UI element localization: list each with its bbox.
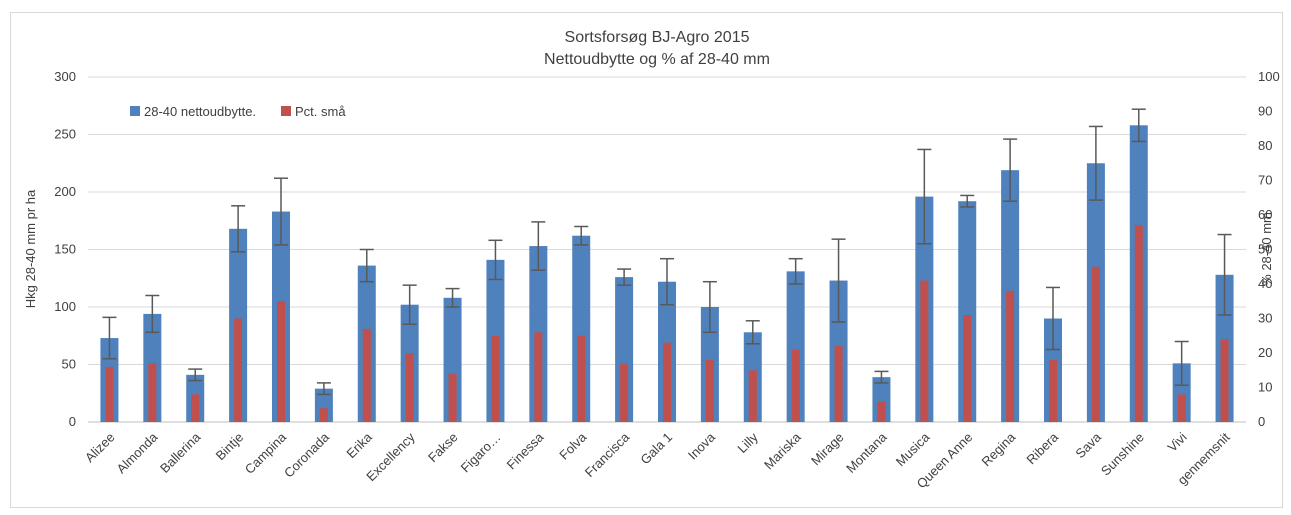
- x-tick-label: Mirage: [808, 430, 847, 469]
- y-tick-label-left: 300: [54, 69, 76, 84]
- bar-pct-smaa: [405, 353, 414, 422]
- x-tick-label: Vivi: [1165, 429, 1190, 454]
- x-tick-label: Musica: [893, 429, 933, 469]
- x-tick-label: Erika: [343, 429, 375, 461]
- bar-pct-smaa: [663, 342, 671, 422]
- bar-pct-smaa: [277, 301, 285, 422]
- x-tick-label: Montana: [843, 429, 890, 476]
- bar-pct-smaa: [105, 366, 114, 422]
- bar-pct-smaa: [148, 363, 157, 422]
- bar-pct-smaa: [448, 373, 457, 422]
- bar-pct-smaa: [577, 335, 586, 422]
- bar-pct-smaa: [534, 332, 543, 422]
- x-tick-label: Coronada: [281, 429, 333, 481]
- x-tick-label: Gala 1: [637, 430, 675, 468]
- x-tick-label: Folva: [556, 429, 590, 463]
- x-tick-label: Finessa: [504, 429, 547, 472]
- legend-swatch-series-1: [130, 106, 140, 116]
- bar-pct-smaa: [362, 328, 371, 422]
- x-tick-label: Bintje: [213, 430, 247, 464]
- y-tick-label-right: 60: [1258, 207, 1272, 222]
- legend-label-series-1: 28-40 nettoudbytte.: [144, 104, 256, 119]
- y-tick-label-right: 80: [1258, 138, 1272, 153]
- y-tick-label-left: 200: [54, 184, 76, 199]
- x-tick-label: Alizee: [82, 430, 118, 466]
- x-tick-label: Regina: [978, 429, 1018, 469]
- bar-pct-smaa: [1134, 225, 1143, 422]
- legend-swatch-series-2: [281, 106, 291, 116]
- y-tick-label-left: 150: [54, 242, 76, 257]
- y-tick-label-right: 30: [1258, 311, 1272, 326]
- x-tick-label: Figaro…: [458, 430, 504, 476]
- chart-frame: [10, 12, 1283, 508]
- legend-label-series-2: Pct. små: [295, 104, 346, 119]
- bar-nettoudbytte: [786, 271, 805, 422]
- bar-nettoudbytte: [572, 235, 591, 422]
- x-tick-label: Francisca: [582, 429, 633, 480]
- y-tick-label-left: 50: [62, 357, 76, 372]
- x-tick-label: Ribera: [1023, 429, 1061, 467]
- y-tick-label-right: 10: [1258, 380, 1272, 395]
- bar-pct-smaa: [1220, 339, 1229, 422]
- bar-pct-smaa: [748, 370, 757, 422]
- y-tick-label-right: 50: [1258, 242, 1272, 257]
- y-axis-title-left: Hkg 28-40 mm pr ha: [23, 189, 38, 308]
- y-tick-label-right: 40: [1258, 276, 1272, 291]
- bar-pct-smaa: [234, 318, 243, 422]
- bar-pct-smaa: [1177, 394, 1186, 422]
- y-tick-label-left: 250: [54, 127, 76, 142]
- x-tick-label: Fakse: [425, 430, 461, 466]
- x-tick-label: Sava: [1072, 429, 1104, 461]
- x-tick-label: Mariska: [761, 429, 804, 472]
- bar-pct-smaa: [491, 335, 500, 422]
- bar-pct-smaa: [1049, 359, 1057, 422]
- bar-pct-smaa: [705, 359, 714, 422]
- bar-nettoudbytte: [958, 201, 977, 422]
- chart-title: Sortsforsøg BJ-Agro 2015: [565, 29, 750, 46]
- bar-pct-smaa: [620, 363, 629, 422]
- bar-pct-smaa: [877, 401, 886, 422]
- y-tick-label-right: 70: [1258, 173, 1272, 188]
- bar-pct-smaa: [920, 280, 929, 422]
- x-tick-label: Sunshine: [1098, 430, 1147, 479]
- y-tick-label-right: 0: [1258, 414, 1265, 429]
- y-tick-label-left: 100: [54, 299, 76, 314]
- bar-nettoudbytte: [872, 377, 891, 422]
- x-tick-label: Lilly: [734, 429, 761, 456]
- bar-pct-smaa: [791, 349, 800, 422]
- bar-nettoudbytte: [615, 277, 634, 422]
- y-tick-label-left: 0: [69, 414, 76, 429]
- bar-nettoudbytte: [314, 388, 333, 422]
- y-tick-label-right: 100: [1258, 69, 1280, 84]
- bar-pct-smaa: [963, 315, 972, 422]
- chart-subtitle: Nettoudbytte og % af 28-40 mm: [544, 51, 770, 68]
- y-axis-title-right: % 28-40 mm: [1259, 212, 1274, 286]
- x-tick-label: Almonda: [114, 429, 161, 476]
- x-tick-label: Inova: [685, 429, 719, 463]
- bar-pct-smaa: [1006, 290, 1015, 422]
- bar-pct-smaa: [191, 394, 200, 422]
- bar-pct-smaa: [1091, 266, 1100, 422]
- y-tick-label-right: 90: [1258, 104, 1272, 119]
- x-tick-label: Ballerina: [157, 429, 204, 476]
- bar-pct-smaa: [319, 408, 328, 422]
- bar-nettoudbytte: [443, 297, 462, 422]
- bar-pct-smaa: [834, 346, 843, 422]
- bar-nettoudbytte: [1172, 363, 1191, 422]
- y-tick-label-right: 20: [1258, 345, 1272, 360]
